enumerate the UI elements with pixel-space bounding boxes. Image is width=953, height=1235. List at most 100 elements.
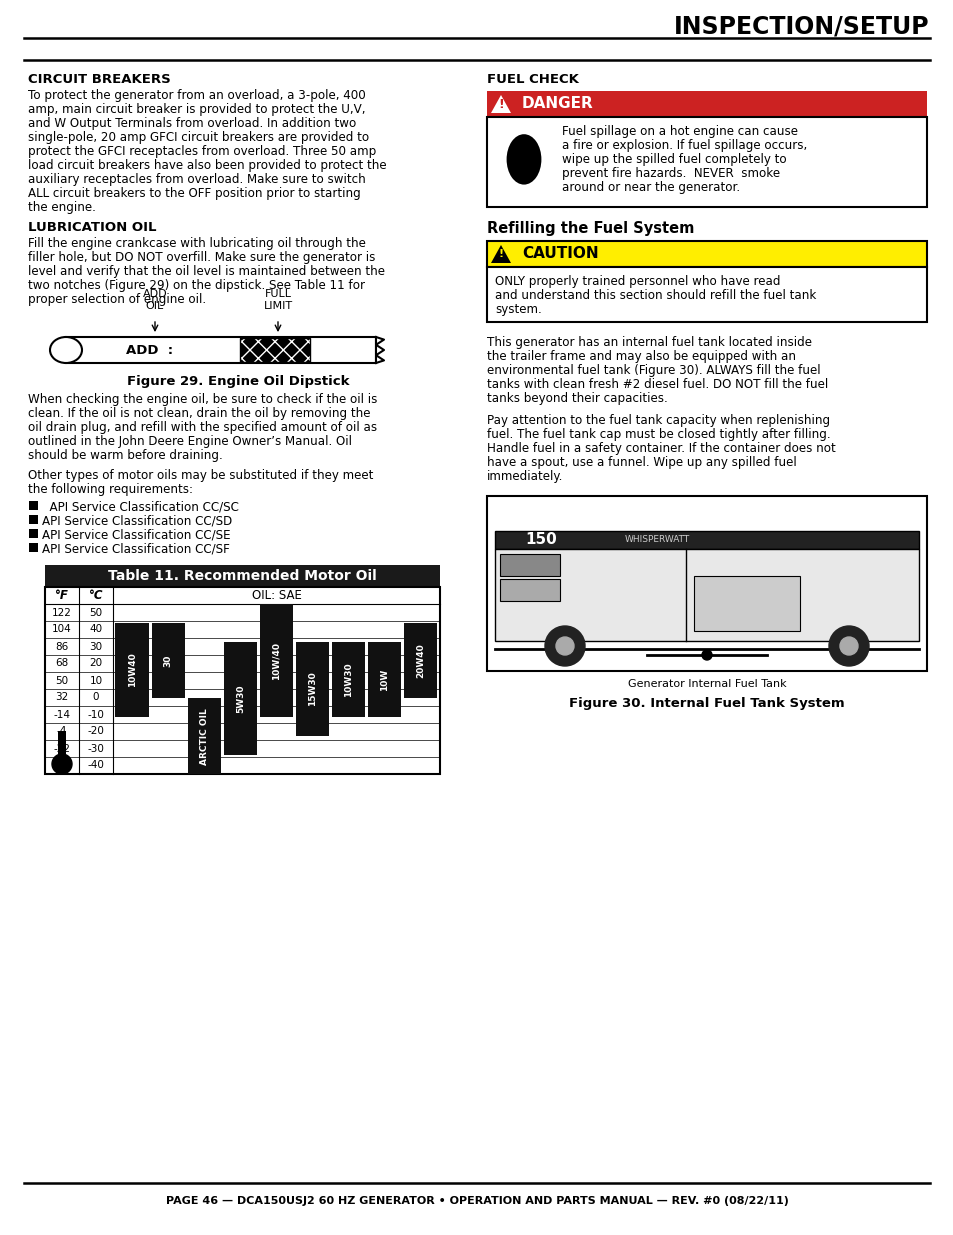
Bar [486, 496, 926, 671]
Circle shape [544, 626, 584, 666]
Text: Pay attention to the fuel tank capacity when replenishing: Pay attention to the fuel tank capacity … [486, 414, 829, 427]
Text: fuel. The fuel tank cap must be closed tightly after filling.: fuel. The fuel tank cap must be closed t… [486, 429, 830, 441]
Polygon shape [511, 143, 520, 163]
Bar [29, 543, 38, 552]
Text: °C: °C [89, 589, 103, 601]
Text: Figure 29. Engine Oil Dipstick: Figure 29. Engine Oil Dipstick [127, 375, 349, 388]
Text: the engine.: the engine. [28, 201, 95, 214]
Text: FUEL CHECK: FUEL CHECK [486, 73, 578, 86]
Bar [45, 564, 439, 587]
Bar [240, 338, 310, 362]
Text: LUBRICATION OIL: LUBRICATION OIL [28, 221, 156, 233]
Text: -14: -14 [53, 709, 71, 720]
Text: have a spout, use a funnel. Wipe up any spilled fuel: have a spout, use a funnel. Wipe up any … [486, 456, 796, 469]
Text: API Service Classification CC/SF: API Service Classification CC/SF [42, 543, 230, 556]
Text: prevent fire hazards.  NEVER  smoke: prevent fire hazards. NEVER smoke [561, 167, 780, 180]
Text: outlined in the John Deere Engine Owner’s Manual. Oil: outlined in the John Deere Engine Owner’… [28, 435, 352, 448]
Text: 50: 50 [55, 676, 69, 685]
Text: ONLY properly trained personnel who have read: ONLY properly trained personnel who have… [495, 275, 780, 288]
Text: Other types of motor oils may be substituted if they meet: Other types of motor oils may be substit… [28, 469, 373, 482]
Bar [499, 579, 559, 601]
Polygon shape [491, 95, 511, 112]
Text: 32: 32 [55, 693, 69, 703]
Bar [240, 338, 310, 362]
Text: OIL: SAE: OIL: SAE [252, 589, 301, 601]
Text: 30: 30 [164, 655, 172, 667]
Text: 150: 150 [524, 532, 557, 547]
Text: ADD
OIL: ADD OIL [143, 289, 167, 311]
Bar [486, 91, 926, 117]
Text: 20W40: 20W40 [416, 643, 425, 678]
Text: 5W30: 5W30 [235, 684, 245, 713]
Text: level and verify that the oil level is maintained between the: level and verify that the oil level is m… [28, 266, 385, 278]
Text: protect the GFCI receptacles from overload. Three 50 amp: protect the GFCI receptacles from overlo… [28, 144, 375, 158]
Bar [152, 622, 185, 699]
Circle shape [556, 637, 574, 655]
Text: 10W40: 10W40 [128, 653, 136, 688]
Text: !: ! [497, 99, 503, 111]
Text: environmental fuel tank (Figure 30). ALWAYS fill the fuel: environmental fuel tank (Figure 30). ALW… [486, 364, 820, 377]
Text: Handle fuel in a safety container. If the container does not: Handle fuel in a safety container. If th… [486, 442, 835, 454]
Text: API Service Classification CC/SE: API Service Classification CC/SE [42, 529, 231, 542]
Bar [486, 241, 926, 267]
Text: -10: -10 [88, 709, 104, 720]
Text: !: ! [497, 249, 503, 259]
Text: PAGE 46 — DCA150USJ2 60 HZ GENERATOR • OPERATION AND PARTS MANUAL — REV. #0 (08/: PAGE 46 — DCA150USJ2 60 HZ GENERATOR • O… [166, 1195, 787, 1207]
Text: 10: 10 [90, 676, 103, 685]
Text: Table 11. Recommended Motor Oil: Table 11. Recommended Motor Oil [108, 569, 376, 583]
Bar [58, 730, 66, 756]
Bar [499, 555, 559, 576]
Text: load circuit breakers have also been provided to protect the: load circuit breakers have also been pro… [28, 159, 386, 172]
Text: API Service Classification CC/SC: API Service Classification CC/SC [42, 501, 238, 514]
Text: wipe up the spilled fuel completely to: wipe up the spilled fuel completely to [561, 153, 786, 165]
Bar [403, 622, 437, 699]
Text: 104: 104 [52, 625, 71, 635]
Text: ADD  :: ADD : [127, 343, 173, 357]
Bar [495, 550, 918, 641]
Text: -20: -20 [88, 726, 104, 736]
Text: the following requirements:: the following requirements: [28, 483, 193, 496]
Text: 68: 68 [55, 658, 69, 668]
Bar [259, 604, 293, 718]
Bar [486, 117, 926, 207]
Text: tanks beyond their capacities.: tanks beyond their capacities. [486, 391, 667, 405]
Text: 30: 30 [90, 641, 103, 652]
Text: °F: °F [55, 589, 69, 601]
Bar [486, 267, 926, 322]
Text: 10W: 10W [379, 668, 389, 690]
Text: Fuel spillage on a ​hot engine can cause: Fuel spillage on a ​hot engine can cause [561, 125, 797, 138]
Text: Refilling the Fuel System: Refilling the Fuel System [486, 221, 694, 236]
Text: To protect the generator from an overload, a 3-pole, 400: To protect the generator from an overloa… [28, 89, 365, 103]
Text: FULL
LIMIT: FULL LIMIT [263, 289, 293, 311]
Text: single-pole, 20 amp GFCI circuit breakers are provided to: single-pole, 20 amp GFCI circuit breaker… [28, 131, 369, 144]
Text: CAUTION: CAUTION [521, 247, 598, 262]
Polygon shape [491, 245, 511, 263]
Polygon shape [518, 135, 529, 163]
Ellipse shape [50, 337, 82, 363]
Text: and W Output Terminals from overload. In addition two: and W Output Terminals from overload. In… [28, 117, 355, 130]
Text: Fill the engine crankcase with lubricating oil through the: Fill the engine crankcase with lubricati… [28, 237, 366, 249]
Text: -30: -30 [88, 743, 104, 753]
Text: immediately.: immediately. [486, 471, 563, 483]
Text: proper selection of engine oil.: proper selection of engine oil. [28, 293, 206, 306]
Text: and understand this section should refill the fuel tank: and understand this section should refil… [495, 289, 816, 303]
Bar [29, 529, 38, 538]
Text: API Service Classification CC/SD: API Service Classification CC/SD [42, 515, 232, 529]
Text: 40: 40 [90, 625, 103, 635]
Text: 50: 50 [90, 608, 103, 618]
Text: Figure 30. Internal Fuel Tank System: Figure 30. Internal Fuel Tank System [569, 697, 844, 710]
Polygon shape [529, 144, 538, 163]
Bar [332, 642, 365, 718]
Ellipse shape [506, 135, 541, 184]
Bar [29, 515, 38, 524]
Text: ARCTIC OIL: ARCTIC OIL [200, 708, 209, 764]
Circle shape [52, 755, 71, 774]
Text: INSPECTION/SETUP: INSPECTION/SETUP [674, 15, 929, 40]
Text: -40: -40 [88, 761, 104, 771]
Bar [223, 642, 257, 755]
Text: When checking the engine oil, be sure to check if the oil is: When checking the engine oil, be sure to… [28, 393, 377, 406]
Text: 10W/40: 10W/40 [272, 642, 281, 679]
Bar [495, 531, 918, 550]
Text: This generator has an internal fuel tank located inside: This generator has an internal fuel tank… [486, 336, 811, 350]
Text: -22: -22 [53, 743, 71, 753]
